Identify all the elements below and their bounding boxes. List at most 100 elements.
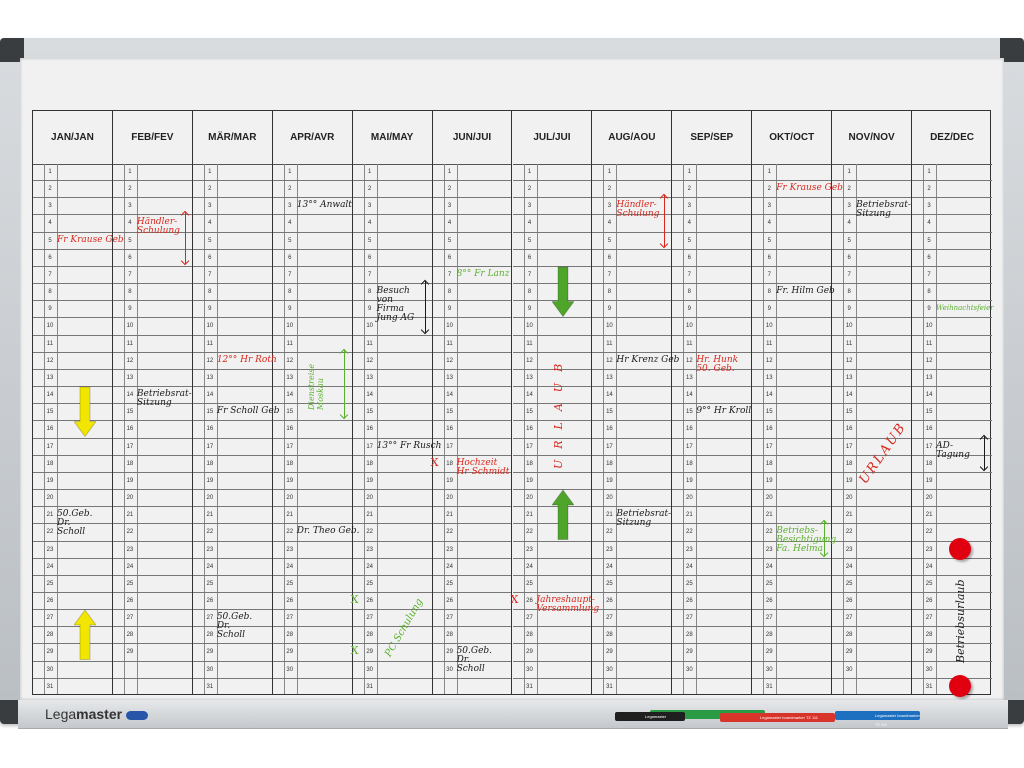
day-cell[interactable]: [512, 524, 592, 542]
day-cell[interactable]: [512, 267, 592, 285]
day-cell[interactable]: [352, 164, 432, 182]
day-cell[interactable]: [352, 250, 432, 267]
handwritten-entry[interactable]: Weihnachtsfeier: [936, 304, 994, 313]
day-cell[interactable]: [672, 524, 752, 542]
day-cell[interactable]: [112, 610, 192, 628]
day-cell[interactable]: [752, 233, 832, 250]
day-cell[interactable]: [192, 662, 272, 679]
day-cell[interactable]: [752, 490, 832, 508]
day-cell[interactable]: [432, 233, 512, 250]
day-cell[interactable]: [272, 370, 352, 388]
day-cell[interactable]: [432, 164, 512, 182]
day-cell[interactable]: [592, 198, 672, 216]
day-cell[interactable]: [272, 336, 352, 353]
day-cell[interactable]: [832, 679, 911, 696]
day-cell[interactable]: [352, 627, 432, 645]
day-cell[interactable]: [113, 679, 192, 696]
day-cell[interactable]: [352, 318, 432, 336]
day-cell[interactable]: [112, 404, 192, 422]
day-cell[interactable]: [512, 181, 592, 199]
day-cell[interactable]: [272, 233, 352, 250]
day-cell[interactable]: [512, 490, 592, 508]
day-cell[interactable]: [272, 301, 352, 319]
day-cell[interactable]: [592, 610, 672, 628]
day-cell[interactable]: [672, 301, 752, 319]
day-cell[interactable]: [112, 421, 192, 439]
day-cell[interactable]: [192, 524, 272, 542]
day-cell[interactable]: [512, 318, 592, 336]
day-cell[interactable]: [912, 507, 992, 525]
day-cell[interactable]: [672, 473, 752, 491]
day-cell[interactable]: [912, 164, 992, 182]
day-cell[interactable]: [912, 301, 992, 319]
day-cell[interactable]: [592, 490, 672, 508]
day-cell[interactable]: [672, 662, 752, 679]
day-cell[interactable]: [912, 387, 992, 405]
day-cell[interactable]: [912, 627, 992, 645]
day-cell[interactable]: [33, 215, 112, 233]
day-cell[interactable]: [33, 336, 112, 353]
day-cell[interactable]: [752, 198, 832, 216]
day-cell[interactable]: [512, 164, 592, 182]
day-cell[interactable]: [752, 250, 832, 267]
day-cell[interactable]: [192, 164, 272, 182]
day-cell[interactable]: [432, 336, 512, 353]
day-cell[interactable]: [832, 370, 912, 388]
day-cell[interactable]: [672, 644, 752, 662]
day-cell[interactable]: [272, 404, 352, 422]
day-cell[interactable]: [592, 353, 672, 370]
day-cell[interactable]: [352, 610, 432, 628]
day-cell[interactable]: [592, 284, 672, 302]
day-cell[interactable]: [592, 421, 672, 439]
day-cell[interactable]: [33, 559, 112, 576]
day-cell[interactable]: [432, 627, 512, 645]
day-cell[interactable]: [592, 524, 672, 542]
day-cell[interactable]: [672, 490, 752, 508]
day-cell[interactable]: [592, 662, 672, 679]
day-cell[interactable]: [352, 267, 432, 285]
handwritten-entry[interactable]: 13°° Anwalt: [296, 200, 352, 211]
day-cell[interactable]: [352, 576, 432, 593]
day-cell[interactable]: [272, 198, 352, 216]
day-cell[interactable]: [272, 421, 352, 439]
day-cell[interactable]: [832, 318, 912, 336]
day-cell[interactable]: [512, 284, 592, 302]
day-cell[interactable]: [592, 267, 672, 285]
day-cell[interactable]: [112, 387, 192, 405]
day-cell[interactable]: [672, 284, 752, 302]
day-cell[interactable]: [592, 542, 672, 559]
day-cell[interactable]: [512, 439, 592, 456]
red-magnet-dot[interactable]: [949, 674, 972, 697]
day-cell[interactable]: [832, 439, 912, 456]
day-cell[interactable]: [272, 524, 352, 542]
handwritten-entry[interactable]: Betriebsurlaub: [954, 579, 968, 663]
day-cell[interactable]: [112, 181, 192, 199]
day-cell[interactable]: [192, 181, 272, 199]
day-cell[interactable]: [352, 439, 432, 456]
day-cell[interactable]: [112, 370, 192, 388]
handwritten-entry[interactable]: Fr. Hilm Geb: [776, 286, 835, 297]
day-cell[interactable]: [832, 610, 912, 628]
day-cell[interactable]: [912, 370, 992, 388]
day-cell[interactable]: [672, 404, 752, 422]
day-cell[interactable]: [432, 181, 512, 199]
day-cell[interactable]: [272, 284, 352, 302]
day-cell[interactable]: [832, 301, 912, 319]
day-cell[interactable]: [592, 336, 672, 353]
day-cell[interactable]: [752, 593, 832, 611]
day-cell[interactable]: [592, 507, 672, 525]
day-cell[interactable]: [752, 421, 832, 439]
day-cell[interactable]: [512, 559, 592, 576]
day-cell[interactable]: [112, 490, 192, 508]
day-cell[interactable]: [192, 542, 272, 559]
day-cell[interactable]: [352, 198, 432, 216]
day-cell[interactable]: [352, 215, 432, 233]
day-cell[interactable]: [33, 610, 112, 628]
day-cell[interactable]: [192, 644, 272, 662]
day-cell[interactable]: [432, 524, 512, 542]
day-cell[interactable]: [672, 353, 752, 370]
day-cell[interactable]: [272, 267, 352, 285]
handwritten-entry[interactable]: Hr Krenz Geb: [616, 354, 680, 365]
day-cell[interactable]: [912, 404, 992, 422]
day-cell[interactable]: [672, 181, 752, 199]
